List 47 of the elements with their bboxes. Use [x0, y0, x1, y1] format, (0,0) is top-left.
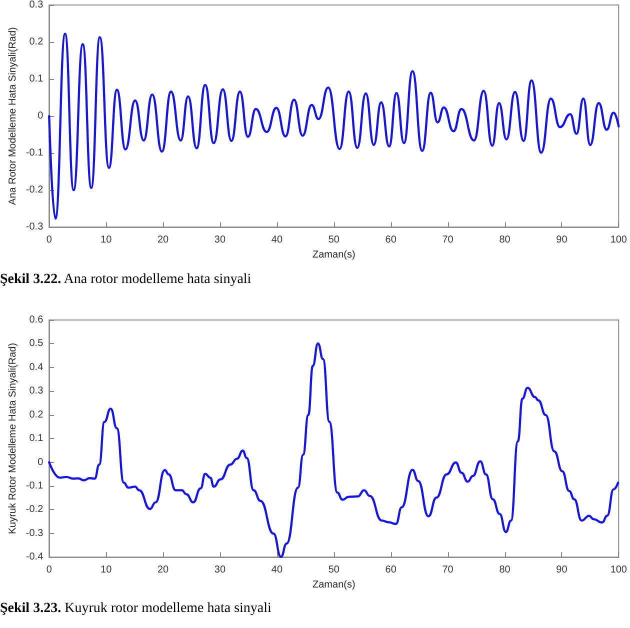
text: Şekil 3.23. Kuyruk rotor modelleme hata sinyali [0, 601, 272, 617]
x-tick-label: 100 [610, 234, 628, 246]
x-tick-label: 60 [385, 234, 397, 246]
x-tick-label: 10 [100, 234, 112, 246]
x-tick-label: 20 [157, 234, 170, 246]
x-tick-label: 0 [46, 564, 52, 576]
y-tick-label: 0.3 [29, 386, 44, 397]
y-tick-label: 0.4 [29, 362, 44, 373]
x-tick-label: 50 [328, 234, 340, 246]
x-tick-label: 30 [214, 234, 226, 246]
y-tick-label: 0.6 [29, 314, 44, 326]
x-tick-label: 40 [271, 564, 283, 576]
x-tick-label: 70 [442, 564, 454, 576]
x-axis-title: Zaman(s) [312, 250, 356, 260]
y-tick-label: -0.3 [26, 222, 44, 233]
x-tick-label: 90 [556, 234, 568, 246]
y-tick-label: 0.5 [29, 338, 44, 350]
x-tick-label: 80 [499, 234, 511, 246]
x-tick-label: 80 [499, 564, 511, 576]
y-tick-label: -0.3 [26, 528, 44, 539]
x-tick-label: 40 [271, 234, 283, 246]
y-tick-label: 0.2 [29, 36, 44, 48]
x-axis-title: Zaman(s) [312, 580, 356, 590]
y-tick-label: -0.1 [26, 480, 44, 492]
y-tick-label: -0.1 [26, 148, 44, 159]
x-tick-label: 50 [328, 564, 340, 576]
y-tick-label: 0 [38, 456, 44, 468]
x-tick-label: 100 [610, 564, 628, 576]
x-tick-label: 20 [157, 564, 170, 576]
y-tick-label: 0.1 [29, 433, 44, 444]
x-tick-label: 70 [442, 234, 454, 246]
y-tick-label: 0.1 [29, 74, 44, 85]
text: Şekil 3.22. Ana rotor modelleme hata sinyali [0, 272, 252, 288]
x-tick-label: 90 [556, 564, 568, 576]
y-tick-label: 0 [38, 110, 44, 122]
y-tick-label: -0.2 [26, 504, 44, 516]
x-tick-label: 60 [385, 564, 397, 576]
y-tick-label: 0.3 [29, 0, 44, 10]
x-tick-label: 0 [46, 234, 52, 246]
x-tick-label: 30 [214, 564, 226, 576]
y-axis-title: Ana Rotor Modelleme Hata Sinyali(Rad) [8, 27, 18, 205]
y-tick-label: -0.2 [26, 184, 44, 196]
y-tick-label: -0.4 [26, 552, 44, 563]
line-series [48, 32, 620, 220]
y-tick-label: 0.2 [29, 409, 44, 420]
y-axis-title: Kuyruk Rotor Modelleme Hata Sinyali(Rad) [8, 342, 18, 534]
x-tick-label: 10 [100, 564, 112, 576]
